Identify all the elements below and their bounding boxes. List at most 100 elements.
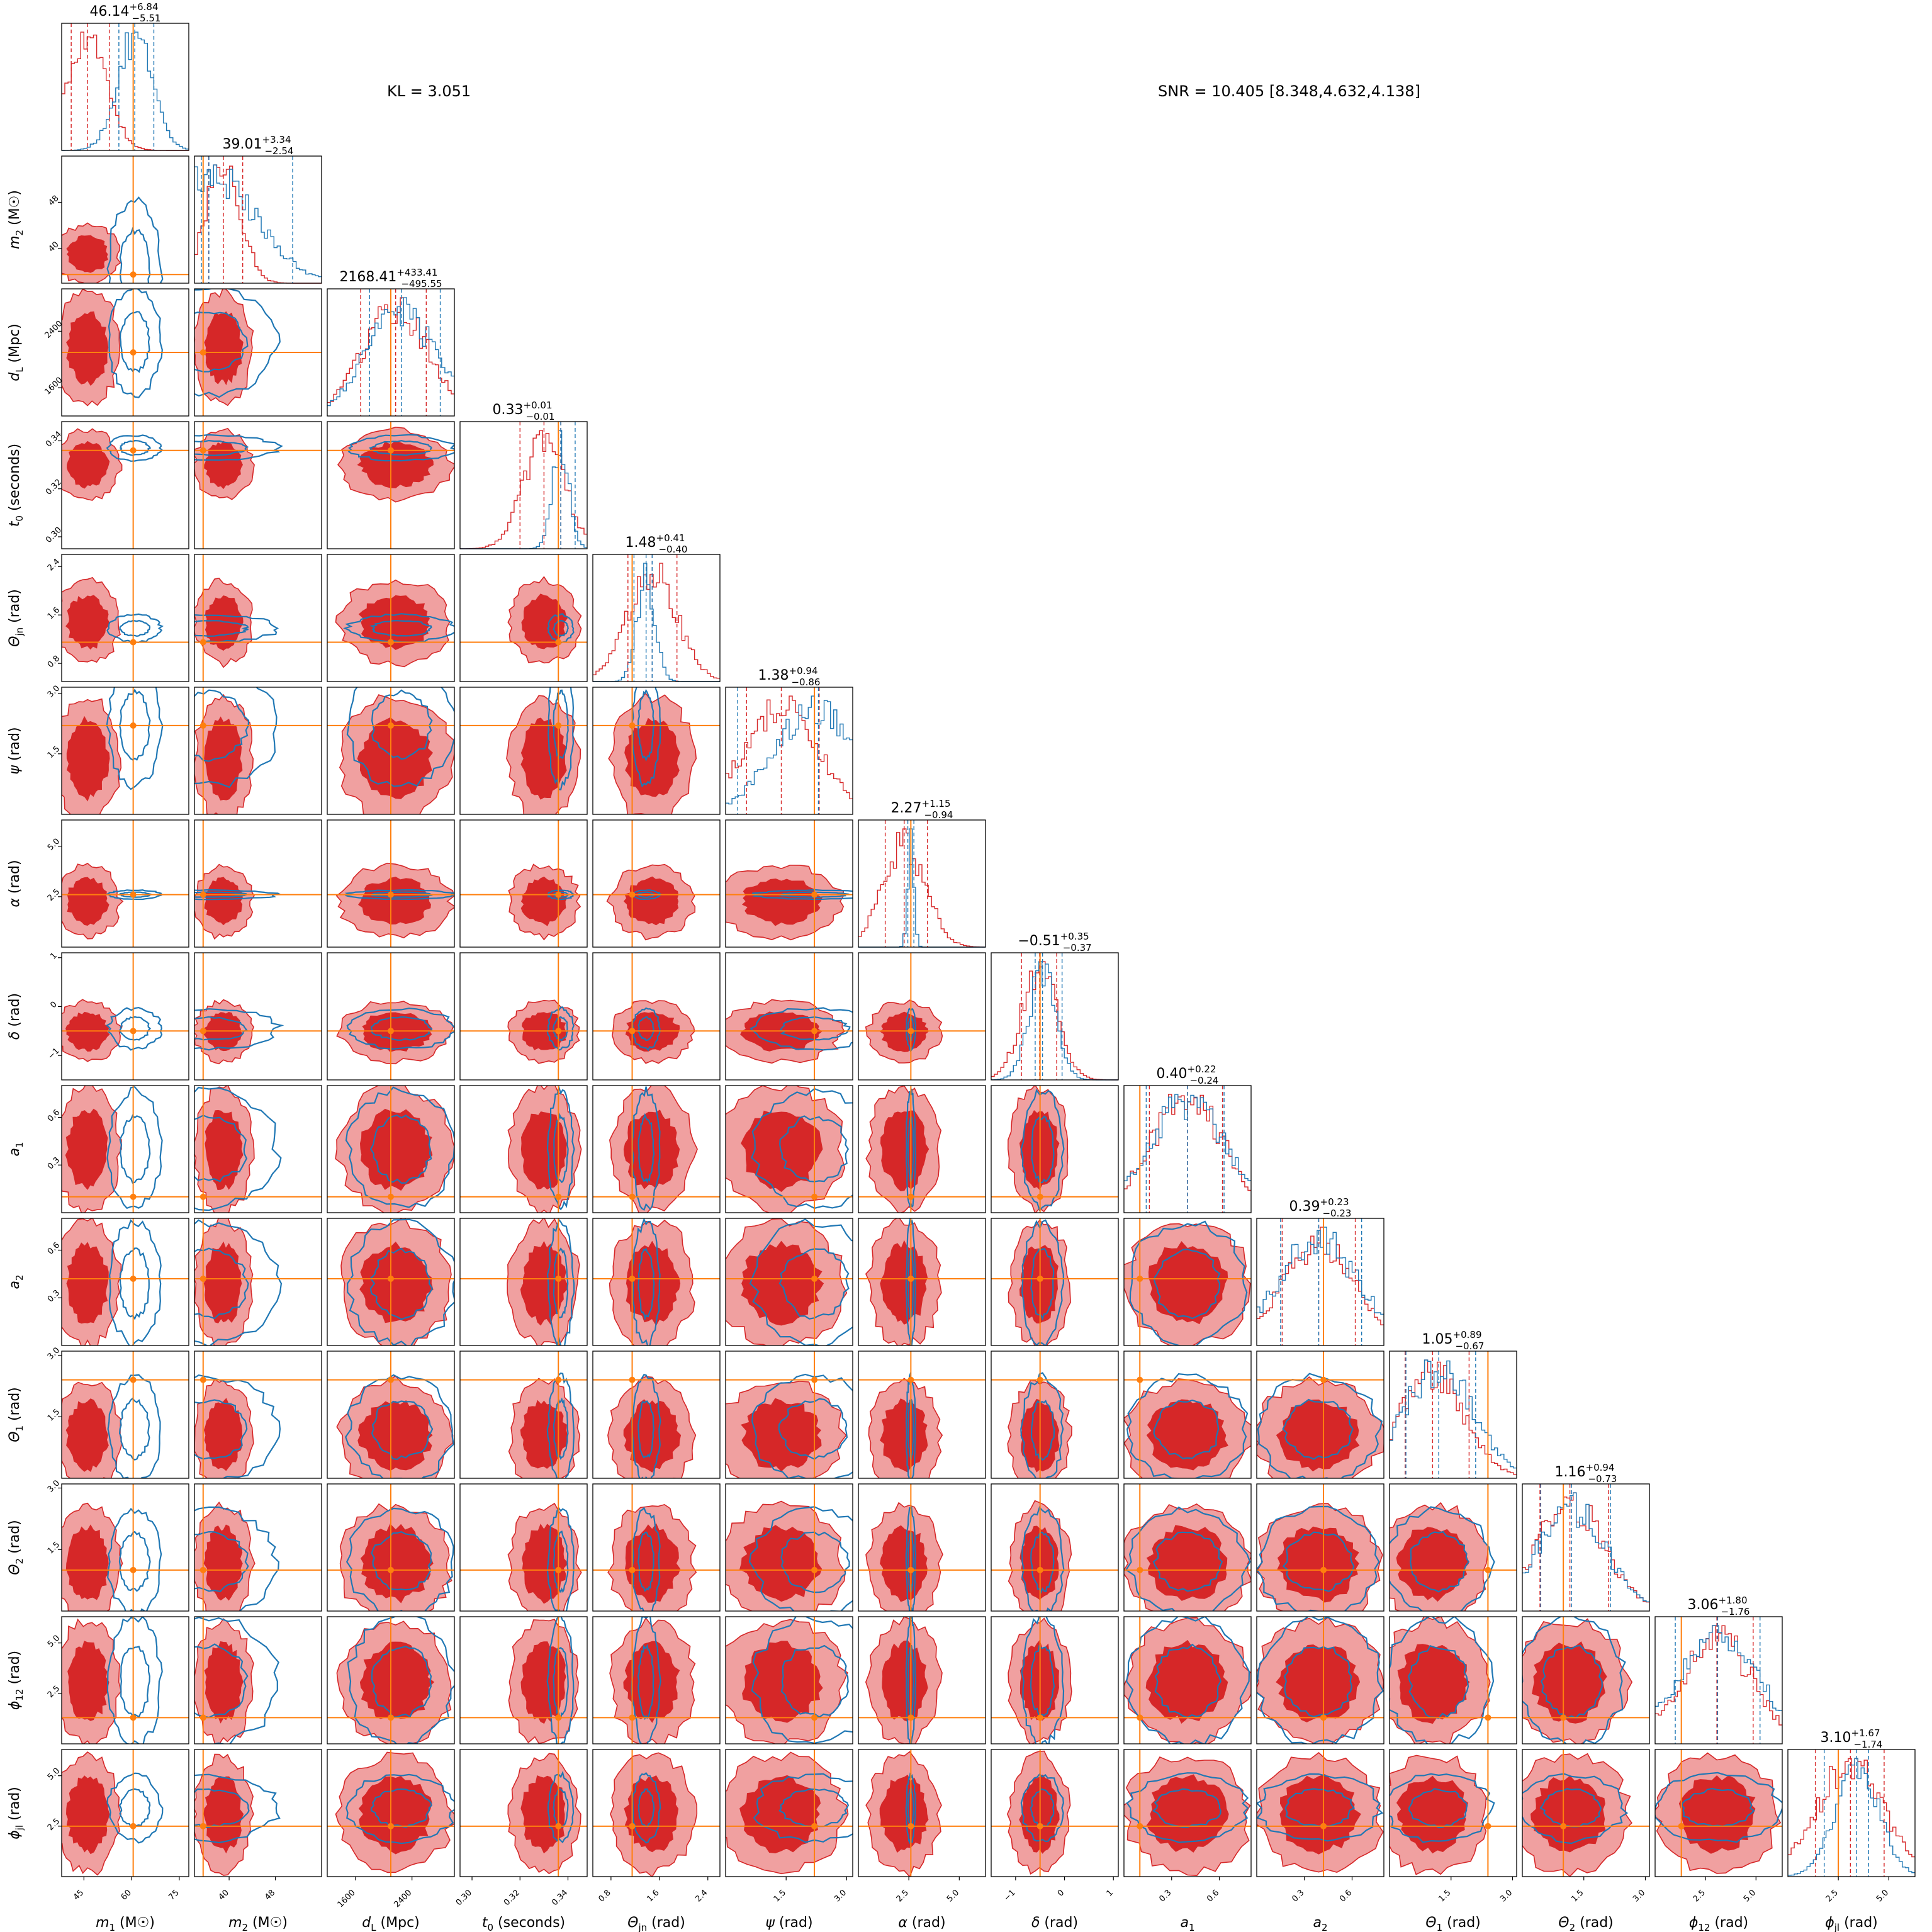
x-axis-label-main-3: t [482, 1915, 488, 1931]
truth-point [1036, 1822, 1043, 1829]
x-axis-label-unit-6: (rad) [907, 1915, 946, 1931]
joint-panel-11-5 [726, 1484, 853, 1611]
contour-red-inner [66, 311, 109, 386]
y-axis-label-3: t0 (seconds) [7, 444, 25, 527]
y-axis-label-main-12: ϕ [7, 1701, 23, 1710]
contour-blue-inner [194, 620, 249, 637]
title-value-0: 46.14 [90, 4, 130, 20]
panel-frame-8-6 [858, 1085, 986, 1213]
histogram-blue-5 [726, 695, 853, 805]
joint-panel-13-2 [327, 1749, 454, 1877]
title-plus-10: +0.89 [1453, 1329, 1482, 1340]
y-axis-label-main-4: Θ [7, 636, 23, 647]
truth-point [1137, 1566, 1143, 1573]
x-axis-label-10: Θ1 (rad) [1425, 1915, 1481, 1932]
y-axis-label-unit-12: (rad) [7, 1651, 23, 1689]
y-axis-label-main-6: α [7, 898, 23, 907]
joint-panel-13-0 [62, 1749, 189, 1877]
contour-blue-inner [553, 1247, 569, 1318]
panel-frame-6-6 [858, 819, 986, 948]
contour-blue-inner [778, 1788, 850, 1828]
joint-panel-9-4 [593, 1218, 720, 1345]
contour-blue-outer [1020, 1372, 1064, 1478]
panel-frame-7-4 [592, 952, 721, 1081]
truth-point [388, 1193, 394, 1200]
histogram-red-13 [1788, 1758, 1915, 1858]
x-axis-label-3: t0 (seconds) [482, 1915, 565, 1932]
y-axis-label-unit-7: (rad) [7, 993, 23, 1031]
truth-point [555, 1376, 562, 1383]
contour-blue-outer [905, 1505, 917, 1611]
truth-point [388, 1376, 394, 1383]
panel-frame-10-8 [1123, 1351, 1252, 1479]
joint-panel-4-1 [194, 554, 322, 682]
contour-blue-inner [1541, 1644, 1603, 1719]
contour-blue-outer [105, 1006, 163, 1051]
joint-panel-12-6 [858, 1617, 986, 1744]
truth-point [199, 891, 206, 898]
x-axis-label-unit-2: (Mpc) [376, 1915, 420, 1931]
contour-red-inner [623, 1109, 680, 1189]
x-axis-label-unit-4: (rad) [647, 1915, 685, 1931]
truth-point [388, 722, 394, 729]
truth-point [555, 1275, 562, 1282]
histogram-red-3 [460, 430, 587, 549]
joint-panel-8-0 [62, 1086, 189, 1213]
panel-frame-11-8 [1123, 1483, 1252, 1612]
contour-blue-outer [106, 434, 163, 462]
title-plus-0: +6.84 [130, 1, 159, 13]
joint-panel-13-8 [1124, 1749, 1251, 1877]
truth-point [199, 1193, 206, 1200]
title-minus-10: −0.67 [1455, 1340, 1484, 1352]
joint-panel-13-11 [1522, 1749, 1649, 1877]
panel-frame-5-4 [592, 687, 721, 815]
contour-blue-inner [907, 1644, 914, 1718]
contour-red-inner [203, 1776, 244, 1854]
joint-panel-12-11 [1522, 1617, 1649, 1744]
x-axis-label-4: Θjn (rad) [627, 1915, 685, 1932]
contour-blue-inner [371, 1400, 434, 1461]
marginal-title-11: 1.16+0.94 −0.73 [1555, 1462, 1617, 1485]
y-axis-label-unit-2: (Mpc) [7, 323, 23, 367]
joint-panel-11-7 [991, 1484, 1118, 1611]
truth-point [555, 1028, 562, 1035]
panel-frame-3-3 [459, 421, 588, 549]
panel-frame-13-0 [61, 1749, 189, 1877]
marginal-title-1: 39.01+3.34 −2.54 [223, 134, 294, 157]
contour-blue-inner [1031, 1115, 1055, 1184]
panel-frame-13-2 [327, 1749, 455, 1877]
truth-point [388, 891, 394, 898]
contour-red-inner [624, 1775, 679, 1853]
contour-blue-outer [1257, 1505, 1380, 1611]
joint-panel-5-1 [194, 687, 322, 814]
joint-panel-9-0 [62, 1218, 189, 1345]
joint-panel-6-5 [726, 820, 853, 947]
panel-frame-4-1 [194, 554, 322, 682]
y-axis-label-main-1: m [7, 235, 23, 249]
contour-blue-inner [1154, 1643, 1222, 1719]
truth-point [811, 1376, 818, 1383]
marginal-title-10: 1.05+0.89 −0.67 [1422, 1329, 1485, 1352]
panel-frame-6-5 [725, 819, 853, 948]
contour-blue-inner [637, 1788, 655, 1828]
truth-point [388, 1566, 394, 1573]
contour-blue-outer [546, 1218, 575, 1345]
panel-frame-8-3 [459, 1085, 588, 1213]
contour-red-inner [65, 1775, 110, 1855]
y-axis-label-sub-8: 1 [14, 1142, 25, 1148]
contour-blue-outer [631, 1507, 661, 1611]
contour-blue-outer [750, 1007, 853, 1051]
title-plus-6: +1.15 [922, 798, 951, 809]
panel-frame-1-1 [194, 155, 322, 284]
contour-blue-outer [1126, 1373, 1249, 1478]
joint-panel-8-6 [858, 1086, 986, 1213]
panel-frame-4-2 [327, 554, 455, 682]
panel-frame-13-3 [459, 1749, 588, 1877]
y-axis-label-unit-13: (rad) [7, 1787, 23, 1825]
y-axis-label-1: m2 (M☉) [7, 190, 25, 249]
truth-point [388, 447, 394, 454]
contour-blue-inner [369, 1115, 432, 1184]
contour-blue-outer [106, 1086, 163, 1210]
contour-blue-outer [194, 687, 278, 789]
truth-point [907, 1566, 914, 1573]
